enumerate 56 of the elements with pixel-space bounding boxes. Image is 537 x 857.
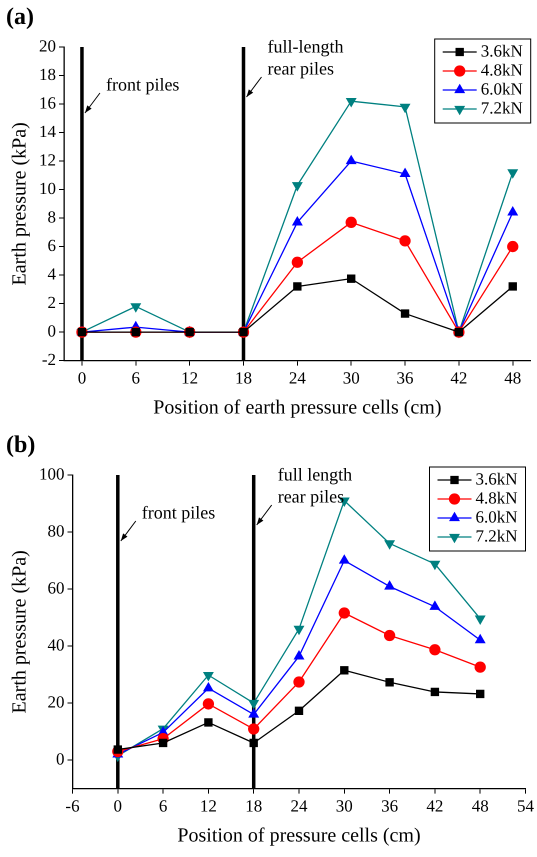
y-tick-label: 40: [48, 636, 64, 655]
x-tick-label: 48: [504, 368, 522, 388]
y-tick-label: 80: [48, 521, 64, 540]
x-tick-label: 36: [396, 368, 414, 388]
x-tick-label: 0: [114, 796, 122, 816]
y-tick-label: 20: [39, 36, 56, 56]
ref-line-label: front piles: [106, 74, 180, 95]
chart-title: (a): [6, 4, 34, 30]
legend-label: 4.8kN: [480, 60, 523, 80]
x-tick-label: 24: [290, 796, 308, 816]
legend-label: 6.0kN: [476, 507, 518, 526]
ref-line-label: full-length rear piles: [268, 36, 344, 79]
y-axis-title: Earth pressure (kPa): [8, 122, 30, 286]
x-tick-label: 54: [517, 796, 534, 816]
y-tick-label: 20: [48, 692, 64, 712]
ref-line-label: full length rear piles: [278, 464, 352, 507]
x-tick-label: 0: [78, 368, 86, 388]
y-tick-label: 12: [39, 150, 56, 170]
legend-label: 3.6kN: [476, 469, 518, 488]
x-tick-label: 6: [158, 796, 168, 816]
y-tick-label: 10: [39, 179, 56, 198]
x-tick-label: 18: [245, 796, 262, 816]
y-tick-label: 4: [48, 264, 56, 284]
y-tick-label: 60: [48, 578, 64, 598]
legend-label: 3.6kN: [480, 41, 523, 60]
x-tick-label: -6: [65, 796, 80, 816]
x-tick-label: 30: [336, 796, 353, 816]
chart-title: (b): [6, 432, 36, 458]
x-axis-title: Position of pressure cells (cm): [177, 824, 421, 846]
x-tick-label: 18: [235, 368, 252, 388]
x-tick-label: 24: [288, 368, 306, 388]
legend-label: 6.0kN: [480, 79, 523, 98]
x-tick-label: 30: [342, 368, 360, 388]
x-tick-label: 48: [472, 796, 489, 816]
y-tick-label: 100: [39, 464, 64, 484]
x-tick-label: 6: [132, 368, 140, 388]
ref-line-label: front piles: [142, 502, 216, 523]
y-tick-label: -2: [42, 350, 56, 370]
x-tick-label: 42: [426, 796, 444, 816]
x-tick-label: 36: [381, 796, 398, 816]
y-tick-label: 18: [39, 64, 56, 84]
y-tick-label: 8: [48, 208, 56, 227]
legend-label: 7.2kN: [480, 98, 523, 118]
y-axis-title: Earth pressure (kPa): [8, 550, 30, 714]
x-axis-title: Position of earth pressure cells (cm): [153, 396, 442, 418]
legend-label: 4.8kN: [476, 488, 518, 508]
y-tick-label: 2: [48, 293, 56, 312]
y-tick-label: 14: [39, 122, 56, 141]
x-tick-label: 12: [181, 368, 198, 388]
legend-label: 7.2kN: [476, 526, 518, 546]
x-tick-label: 12: [200, 796, 217, 816]
y-tick-label: 0: [48, 322, 56, 341]
y-tick-label: 16: [39, 93, 56, 112]
x-tick-label: 42: [450, 368, 468, 388]
y-tick-label: 6: [48, 236, 56, 256]
y-tick-label: 0: [56, 750, 64, 769]
